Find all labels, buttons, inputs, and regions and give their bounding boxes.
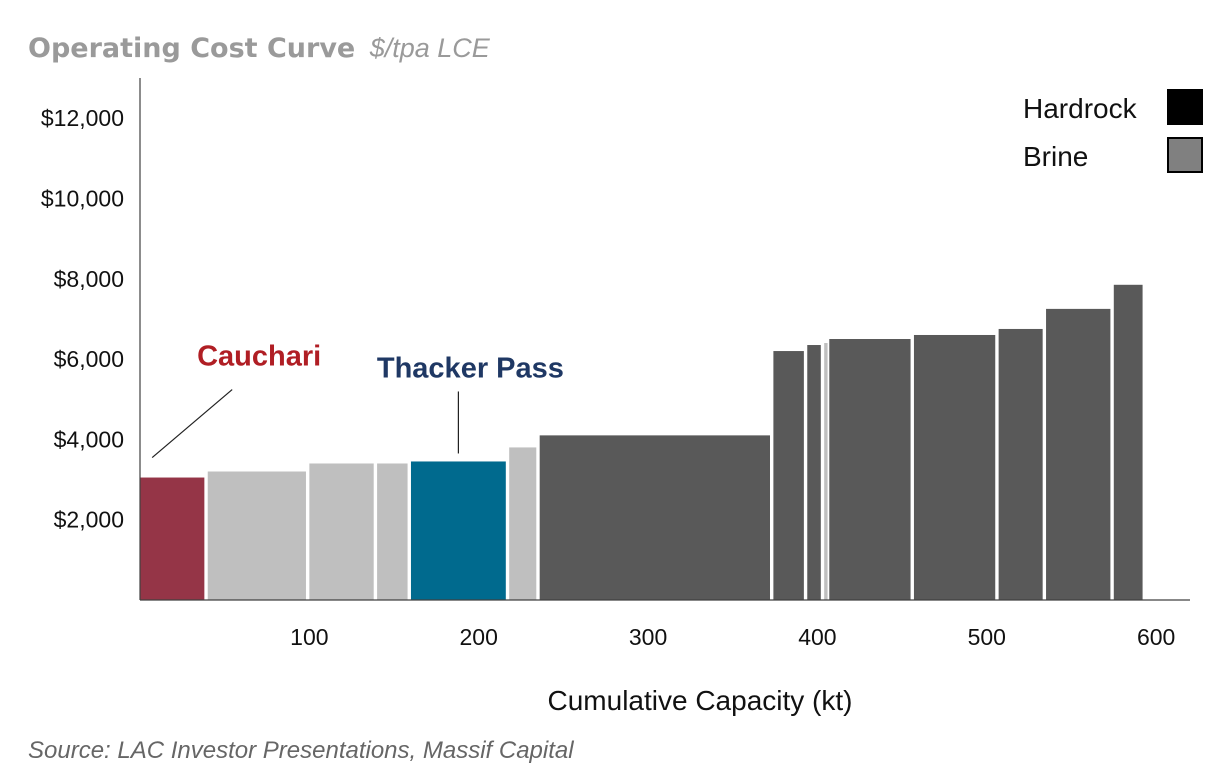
cost-bar-13-hardrock	[998, 328, 1043, 600]
x-tick-label: 200	[460, 624, 498, 650]
cost-bar-2-brine	[207, 471, 306, 600]
legend-swatch-hardrock	[1167, 89, 1203, 125]
cost-bar-11-hardrock	[829, 339, 911, 600]
cost-bar-5-thacker_pass	[410, 461, 506, 600]
x-tick-label: 300	[629, 624, 667, 650]
cost-bar-3-brine	[309, 463, 374, 600]
y-tick-label: $10,000	[41, 185, 124, 211]
x-tick-label: 100	[290, 624, 328, 650]
cost-bar-1-cauchari	[140, 477, 205, 600]
legend-swatch-brine	[1167, 137, 1203, 173]
cost-bar-15-hardrock	[1113, 284, 1143, 600]
cost-bar-9-hardrock	[807, 345, 821, 600]
cost-bar-10-brine	[824, 343, 828, 600]
cost-bar-6-brine	[509, 447, 537, 600]
thacker-pass-label: Thacker Pass	[377, 352, 564, 384]
annotations-group: Cauchari Thacker Pass	[151, 341, 564, 458]
cauchari-leader-line	[151, 389, 233, 458]
chart-subtitle: $/tpa LCE	[369, 33, 491, 63]
cost-bar-12-hardrock	[913, 334, 996, 600]
chart-title-main: Operating Cost Curve	[28, 33, 355, 64]
cost-bar-8-hardrock	[773, 351, 804, 600]
legend-label-hardrock: Hardrock	[1023, 93, 1138, 124]
bars-group	[140, 284, 1143, 600]
source-note: Source: LAC Investor Presentations, Mass…	[28, 737, 574, 764]
x-axis-label: Cumulative Capacity (kt)	[548, 685, 853, 716]
cost-bar-4-brine	[377, 463, 408, 600]
x-tick-label: 600	[1137, 624, 1175, 650]
cost-bar-7-hardrock	[539, 435, 770, 600]
x-tick-label: 500	[968, 624, 1006, 650]
y-tick-labels: $2,000 $4,000 $6,000 $8,000 $10,000 $12,000	[41, 105, 124, 533]
axes-group	[139, 78, 1190, 601]
cost-bar-14-hardrock	[1046, 308, 1111, 600]
x-tick-labels: 100 200 300 400 500 600	[290, 624, 1175, 650]
y-tick-label: $6,000	[54, 346, 124, 372]
legend: Hardrock Brine	[1023, 89, 1203, 173]
legend-label-brine: Brine	[1023, 141, 1088, 172]
y-tick-label: $2,000	[54, 507, 124, 533]
cauchari-label: Cauchari	[197, 341, 321, 373]
y-tick-label: $4,000	[54, 426, 124, 452]
y-tick-label: $12,000	[41, 105, 124, 131]
chart-title: Operating Cost Curve $/tpa LCE	[28, 33, 491, 64]
x-tick-label: 400	[798, 624, 836, 650]
y-tick-label: $8,000	[54, 266, 124, 292]
